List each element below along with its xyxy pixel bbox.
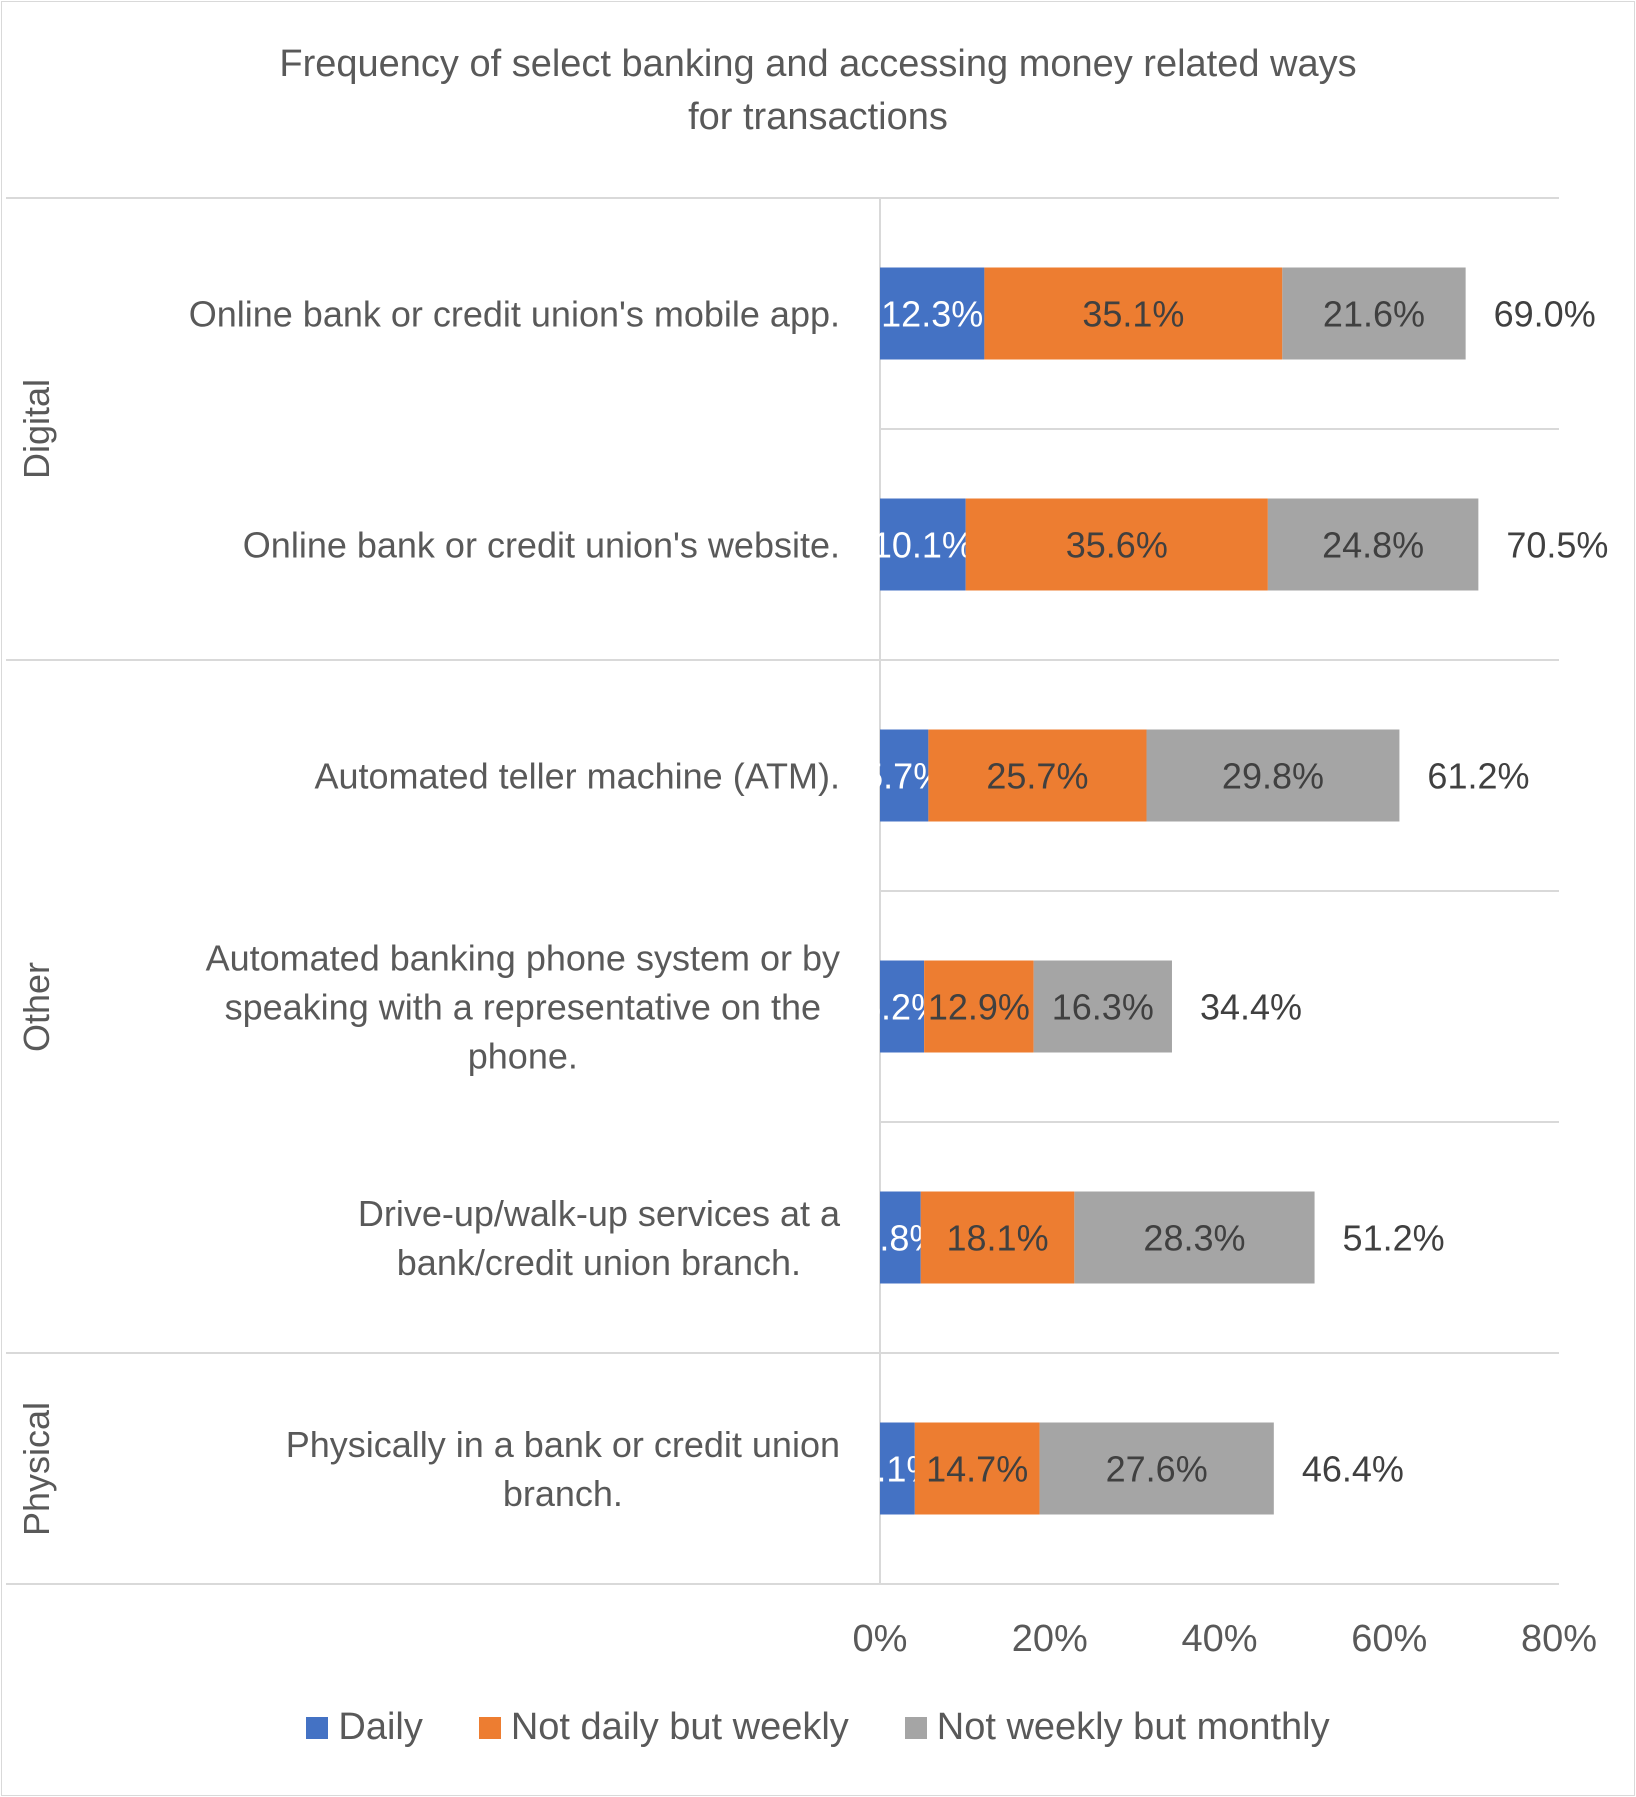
- data-label: 21.6%: [1323, 294, 1425, 335]
- legend: Daily Not daily but weekly Not weekly bu…: [0, 1706, 1636, 1749]
- bar-segment: [1282, 267, 1466, 360]
- category-label: Automated banking phone system or by spe…: [205, 937, 840, 1076]
- category-label: Drive-up/walk-up services at a bank/cred…: [357, 1192, 840, 1283]
- bar-segment: [928, 729, 1147, 822]
- legend-item-monthly: Not weekly but monthly: [904, 1706, 1330, 1749]
- legend-label: Daily: [338, 1706, 423, 1748]
- data-label: 16.3%: [1052, 987, 1154, 1028]
- data-label: 35.1%: [1082, 294, 1184, 335]
- data-label: 35.6%: [1066, 525, 1168, 566]
- bar-segment: [1146, 729, 1400, 822]
- data-label: 27.6%: [1106, 1449, 1208, 1490]
- group-label: Digital: [16, 378, 57, 480]
- bar-segment: [1074, 1191, 1315, 1284]
- group-label: Other: [16, 961, 57, 1052]
- bar-segment: [880, 729, 929, 822]
- data-label: 25.7%: [986, 756, 1088, 797]
- chart-title-line-1: Frequency of select banking and accessin…: [279, 43, 1357, 85]
- x-tick-label: 20%: [1012, 1618, 1088, 1660]
- category-label: Online bank or credit union's mobile app…: [188, 293, 840, 334]
- data-label: 18.1%: [947, 1218, 1049, 1259]
- bar-segment: [880, 1191, 921, 1284]
- legend-swatch-monthly: [904, 1716, 927, 1739]
- x-tick-label: 40%: [1181, 1618, 1257, 1660]
- legend-swatch-weekly: [478, 1716, 501, 1739]
- bar-segment: [880, 267, 985, 360]
- x-tick-label: 0%: [853, 1618, 908, 1660]
- bar-segment: [914, 1422, 1040, 1515]
- bar-segment: [880, 498, 966, 591]
- total-label: 46.4%: [1302, 1449, 1404, 1490]
- bar-segment: [924, 960, 1034, 1053]
- legend-label: Not daily but weekly: [510, 1706, 849, 1748]
- bar-segment: [1267, 498, 1479, 591]
- total-label: 34.4%: [1200, 987, 1302, 1028]
- x-tick-label: 80%: [1521, 1618, 1597, 1660]
- total-label: 51.2%: [1343, 1218, 1445, 1259]
- legend-item-daily: Daily: [306, 1706, 423, 1749]
- chart-title: Frequency of select banking and accessin…: [0, 38, 1636, 144]
- data-label: 12.9%: [928, 987, 1030, 1028]
- bar-segment: [1033, 960, 1172, 1053]
- bar-segment: [984, 267, 1283, 360]
- group-label: Physical: [16, 1401, 57, 1536]
- category-label: Physically in a bank or credit union bra…: [285, 1423, 840, 1514]
- total-label: 69.0%: [1494, 294, 1596, 335]
- data-label: 29.8%: [1222, 756, 1324, 797]
- legend-item-weekly: Not daily but weekly: [478, 1706, 849, 1749]
- total-label: 70.5%: [1506, 525, 1608, 566]
- data-label: 10.1%: [872, 525, 974, 566]
- bar-segment: [965, 498, 1268, 591]
- x-tick-label: 60%: [1351, 1618, 1427, 1660]
- category-label: Automated teller machine (ATM).: [314, 755, 840, 796]
- chart-title-line-2: for transactions: [688, 96, 948, 138]
- bar-segment: [1039, 1422, 1274, 1515]
- data-label: 14.7%: [926, 1449, 1028, 1490]
- total-label: 61.2%: [1427, 756, 1529, 797]
- bar-segment: [920, 1191, 1075, 1284]
- legend-swatch-daily: [306, 1716, 329, 1739]
- category-label: Online bank or credit union's website.: [242, 524, 840, 565]
- data-label: 24.8%: [1322, 525, 1424, 566]
- bar-segment: [880, 1422, 915, 1515]
- bar-segment: [880, 960, 925, 1053]
- data-label: 28.3%: [1143, 1218, 1245, 1259]
- data-label: 12.3%: [881, 294, 983, 335]
- legend-label: Not weekly but monthly: [936, 1706, 1330, 1748]
